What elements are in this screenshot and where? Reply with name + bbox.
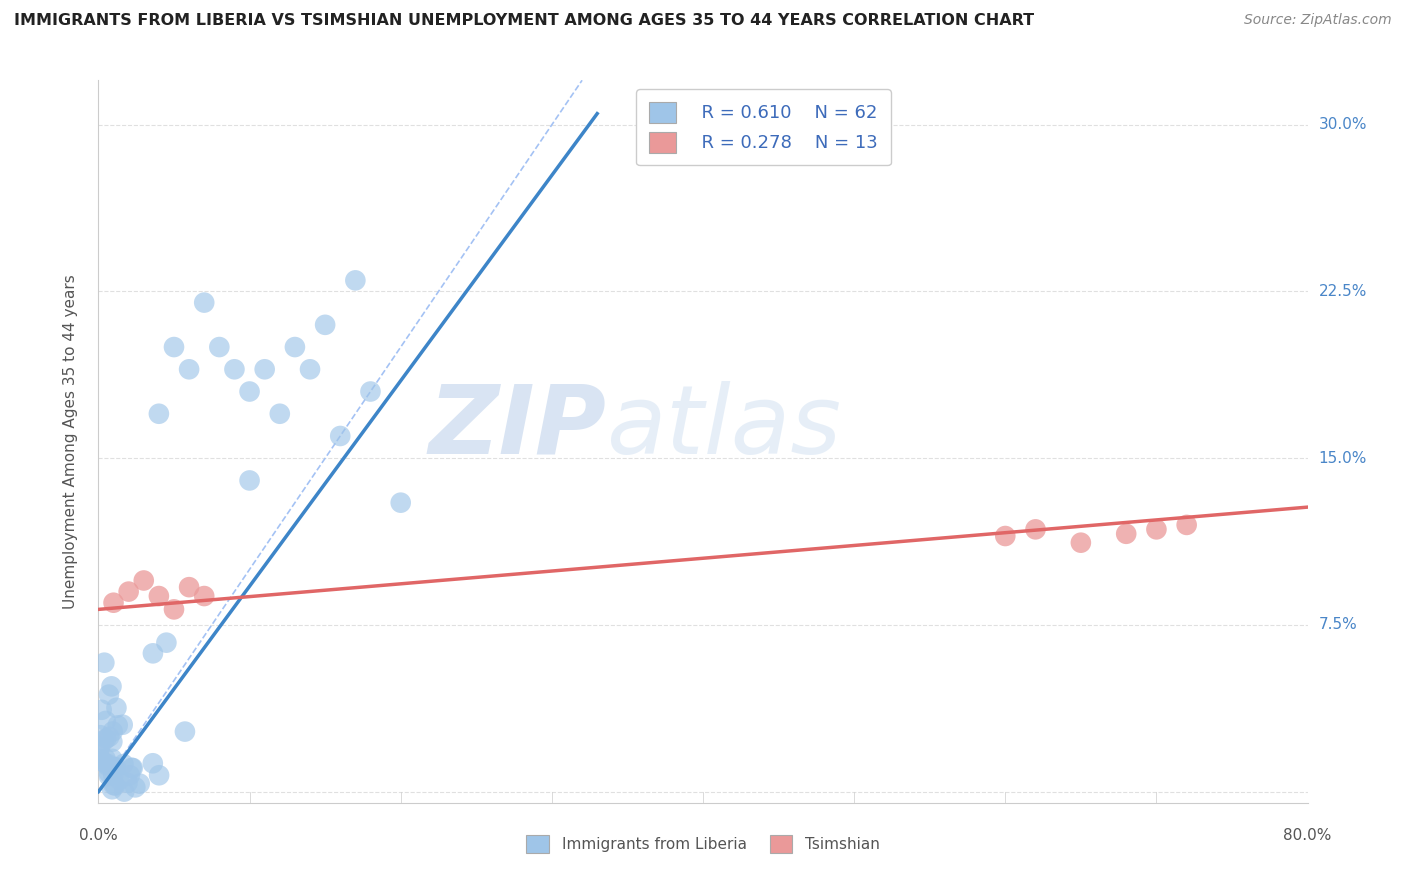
Point (117, 776, 139, 790)
Point (360, 384, 382, 399)
Text: 80.0%: 80.0% (1284, 828, 1331, 843)
Point (208, 340, 231, 354)
Point (128, 777, 150, 791)
Point (193, 295, 215, 310)
Point (104, 779, 127, 793)
Point (90, 703, 112, 717)
Point (118, 584, 141, 599)
Text: 15.0%: 15.0% (1319, 450, 1367, 466)
Point (124, 780, 146, 795)
Legend: Immigrants from Liberia, Tsimshian: Immigrants from Liberia, Tsimshian (519, 827, 887, 860)
Point (121, 761, 143, 775)
Point (89, 728, 111, 742)
Point (284, 340, 307, 354)
Point (100, 679, 122, 693)
Point (94, 714, 117, 728)
Point (121, 761, 143, 775)
Point (98, 730, 121, 744)
Text: ZIP: ZIP (429, 381, 606, 474)
Point (253, 362, 276, 376)
Point (94, 752, 117, 766)
Point (101, 735, 124, 749)
Point (118, 768, 141, 782)
Point (994, 529, 1017, 543)
Point (97, 688, 120, 702)
Point (103, 761, 125, 775)
Point (269, 407, 291, 421)
Point (97, 769, 120, 783)
Y-axis label: Unemployment Among Ages 35 to 44 years: Unemployment Among Ages 35 to 44 years (63, 274, 77, 609)
Point (224, 362, 246, 376)
Point (132, 574, 155, 588)
Point (148, 589, 170, 603)
Point (174, 724, 197, 739)
Point (193, 589, 215, 603)
Point (314, 318, 336, 332)
Point (94, 731, 117, 746)
Text: atlas: atlas (606, 381, 841, 474)
Point (142, 646, 165, 660)
Point (104, 760, 127, 774)
Point (1175, 517, 1198, 532)
Point (329, 429, 352, 443)
Point (142, 756, 165, 771)
Point (108, 772, 131, 787)
Point (1024, 522, 1046, 536)
Point (112, 757, 135, 772)
Point (101, 767, 124, 781)
Point (103, 778, 125, 792)
Point (101, 752, 124, 766)
Text: 7.5%: 7.5% (1319, 617, 1357, 632)
Point (299, 362, 322, 376)
Point (239, 384, 262, 399)
Point (148, 768, 170, 782)
Text: 30.0%: 30.0% (1319, 117, 1367, 132)
Point (98, 766, 121, 780)
Point (148, 407, 170, 421)
Point (96, 758, 118, 772)
Point (111, 717, 134, 731)
Point (87, 745, 110, 759)
Point (163, 340, 186, 354)
Point (101, 724, 124, 739)
Point (103, 760, 125, 774)
Point (389, 496, 412, 510)
Point (1115, 526, 1137, 541)
Point (344, 273, 367, 287)
Point (93, 656, 115, 670)
Point (155, 635, 177, 649)
Point (93, 755, 115, 769)
Point (239, 474, 262, 488)
Point (101, 782, 124, 797)
Point (103, 596, 125, 610)
Point (89, 739, 111, 754)
Text: 0.0%: 0.0% (79, 828, 118, 843)
Point (97, 757, 120, 772)
Text: 22.5%: 22.5% (1319, 284, 1367, 299)
Text: IMMIGRANTS FROM LIBERIA VS TSIMSHIAN UNEMPLOYMENT AMONG AGES 35 TO 44 YEARS CORR: IMMIGRANTS FROM LIBERIA VS TSIMSHIAN UNE… (14, 13, 1035, 29)
Point (105, 701, 128, 715)
Text: Source: ZipAtlas.com: Source: ZipAtlas.com (1244, 13, 1392, 28)
Point (179, 362, 201, 376)
Point (93, 733, 115, 747)
Point (89, 751, 111, 765)
Point (107, 718, 129, 732)
Point (1144, 522, 1167, 536)
Point (179, 580, 201, 594)
Point (163, 602, 186, 616)
Point (1070, 535, 1092, 549)
Point (112, 784, 135, 798)
